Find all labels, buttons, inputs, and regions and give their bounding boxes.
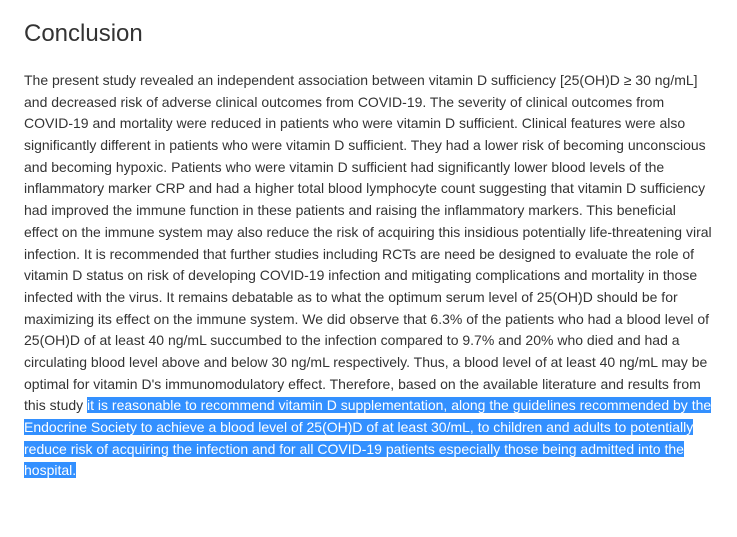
highlighted-selection[interactable]: it is reasonable to recommend vitamin D … [24,397,711,478]
section-heading: Conclusion [24,20,713,48]
body-text[interactable]: The present study revealed an independen… [24,72,712,413]
paragraph-body: The present study revealed an independen… [24,70,713,482]
